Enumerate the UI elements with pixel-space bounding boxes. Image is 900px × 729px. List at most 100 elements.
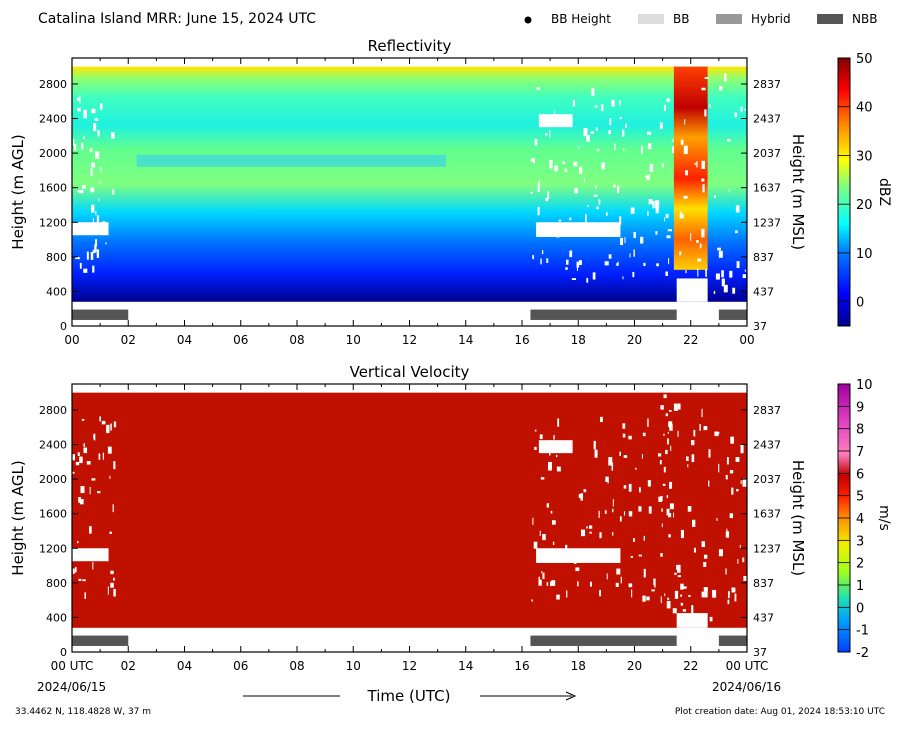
colorbar-tick-label: 5 [856,490,864,505]
colorbar-tick-label: 40 [856,101,873,116]
colorbar-tick-label: 20 [856,198,873,213]
y-tick-label: 400 [46,611,67,624]
x-tick-label: 12 [402,659,417,673]
legend-swatch-nbb [817,14,843,24]
nbb-bar [72,635,129,646]
x-tick-label: 20 [627,659,642,673]
colorbar-tick-label: 9 [856,400,864,415]
y-tick-label: 2400 [39,113,67,126]
x-tick-label: 10 [346,333,361,347]
colorbar-tick-label: 10 [856,378,873,393]
colorbar-tick-label: 6 [856,467,864,482]
nbb-bar [530,635,677,646]
y-tick-label: 2800 [39,404,67,417]
x-tick-label: 18 [571,333,586,347]
x-tick-label: 00 UTC [51,659,94,673]
legend-label: NBB [852,12,877,26]
reflectivity-band [136,154,447,167]
y-tick-label: 2800 [39,78,67,91]
x-tick-label: 04 [177,659,192,673]
x-tick-label: 22 [683,659,698,673]
nbb-bar [530,309,677,320]
y2-tick-label: 837 [753,251,774,264]
x-tick-label: 06 [233,659,248,673]
reflectivity-field [72,66,747,302]
x-tick-label: 22 [683,333,698,347]
x-tick-label: 12 [402,333,417,347]
y2-tick-label: 2037 [753,147,781,160]
x-tick-label: 00 [739,333,754,347]
time-arrow-head [565,691,577,701]
colorbar-tick-label: 10 [856,247,873,262]
legend-marker-bb-height [524,16,532,24]
legend-swatch-hybrid [716,14,742,24]
end-date-label: 2024/06/16 [712,680,781,694]
panel-title: Vertical Velocity [350,363,470,381]
x-tick-label: 20 [627,333,642,347]
colorbar-tick-label: 3 [856,534,864,549]
nbb-bar [718,635,747,646]
y2-tick-label: 2837 [753,404,781,417]
y-axis-label: Height (m AGL) [9,460,27,575]
header-legend: BB Height BB Hybrid NBB [524,12,877,26]
y2-tick-label: 2037 [753,473,781,486]
colorbar-tick-label: 50 [856,52,873,67]
y2-tick-label: 1237 [753,542,781,555]
colorbar-tick-label: 8 [856,423,864,438]
y-tick-label: 1200 [39,216,67,229]
y2-tick-label: 837 [753,577,774,590]
y-tick-label: 1600 [39,182,67,195]
y-tick-label: 400 [46,285,67,298]
colorbar-tick-label: 0 [856,601,864,616]
legend-label: Hybrid [751,12,791,26]
y-tick-label: 0 [60,320,67,333]
y-tick-label: 0 [60,646,67,659]
y-tick-label: 2000 [39,473,67,486]
y2-tick-label: 37 [753,320,767,333]
colorbar-tick-label: 7 [856,445,864,460]
location-label: 33.4462 N, 118.4828 W, 37 m [15,707,151,717]
velocity-field [72,392,747,628]
no-data-gaps [72,73,747,302]
panel-title: Reflectivity [368,37,452,55]
nbb-bar [718,309,747,320]
y-axis-label: Height (m AGL) [9,134,27,249]
legend-swatch-bb [638,14,664,24]
x-tick-label: 08 [289,659,304,673]
colorbar-tick-label: 0 [856,296,864,311]
x-tick-label: 10 [346,659,361,673]
x-tick-label: 18 [571,659,586,673]
y2-tick-label: 2437 [753,439,781,452]
x-tick-label: 16 [514,333,529,347]
y-tick-label: 2400 [39,439,67,452]
figure-title: Catalina Island MRR: June 15, 2024 UTC [38,11,316,27]
colorbar-tick-label: 30 [856,149,873,164]
no-data-gaps [72,394,749,628]
y2-tick-label: 437 [753,611,774,624]
y2-tick-label: 37 [753,646,767,659]
y2-axis-label: Height (m MSL) [789,134,807,250]
y-tick-label: 2000 [39,147,67,160]
colorbar-label: dBZ [876,178,892,206]
colorbar-label: m/s [876,505,892,531]
start-date-label: 2024/06/15 [37,680,106,694]
x-tick-label: 14 [458,659,473,673]
x-axis-label: Time (UTC) [367,687,451,705]
y-tick-label: 800 [46,251,67,264]
legend-label: BB Height [551,12,611,26]
colorbar-tick-label: -1 [856,624,869,639]
x-tick-label: 08 [289,333,304,347]
x-tick-label: 04 [177,333,192,347]
y2-axis-label: Height (m MSL) [789,460,807,576]
colorbar-tick-label: -2 [856,646,869,661]
legend-label: BB [673,12,689,26]
creation-date-label: Plot creation date: Aug 01, 2024 18:53:1… [675,707,885,717]
y-tick-label: 800 [46,577,67,590]
x-tick-label: 16 [514,659,529,673]
y2-tick-label: 437 [753,285,774,298]
y-tick-label: 1600 [39,508,67,521]
